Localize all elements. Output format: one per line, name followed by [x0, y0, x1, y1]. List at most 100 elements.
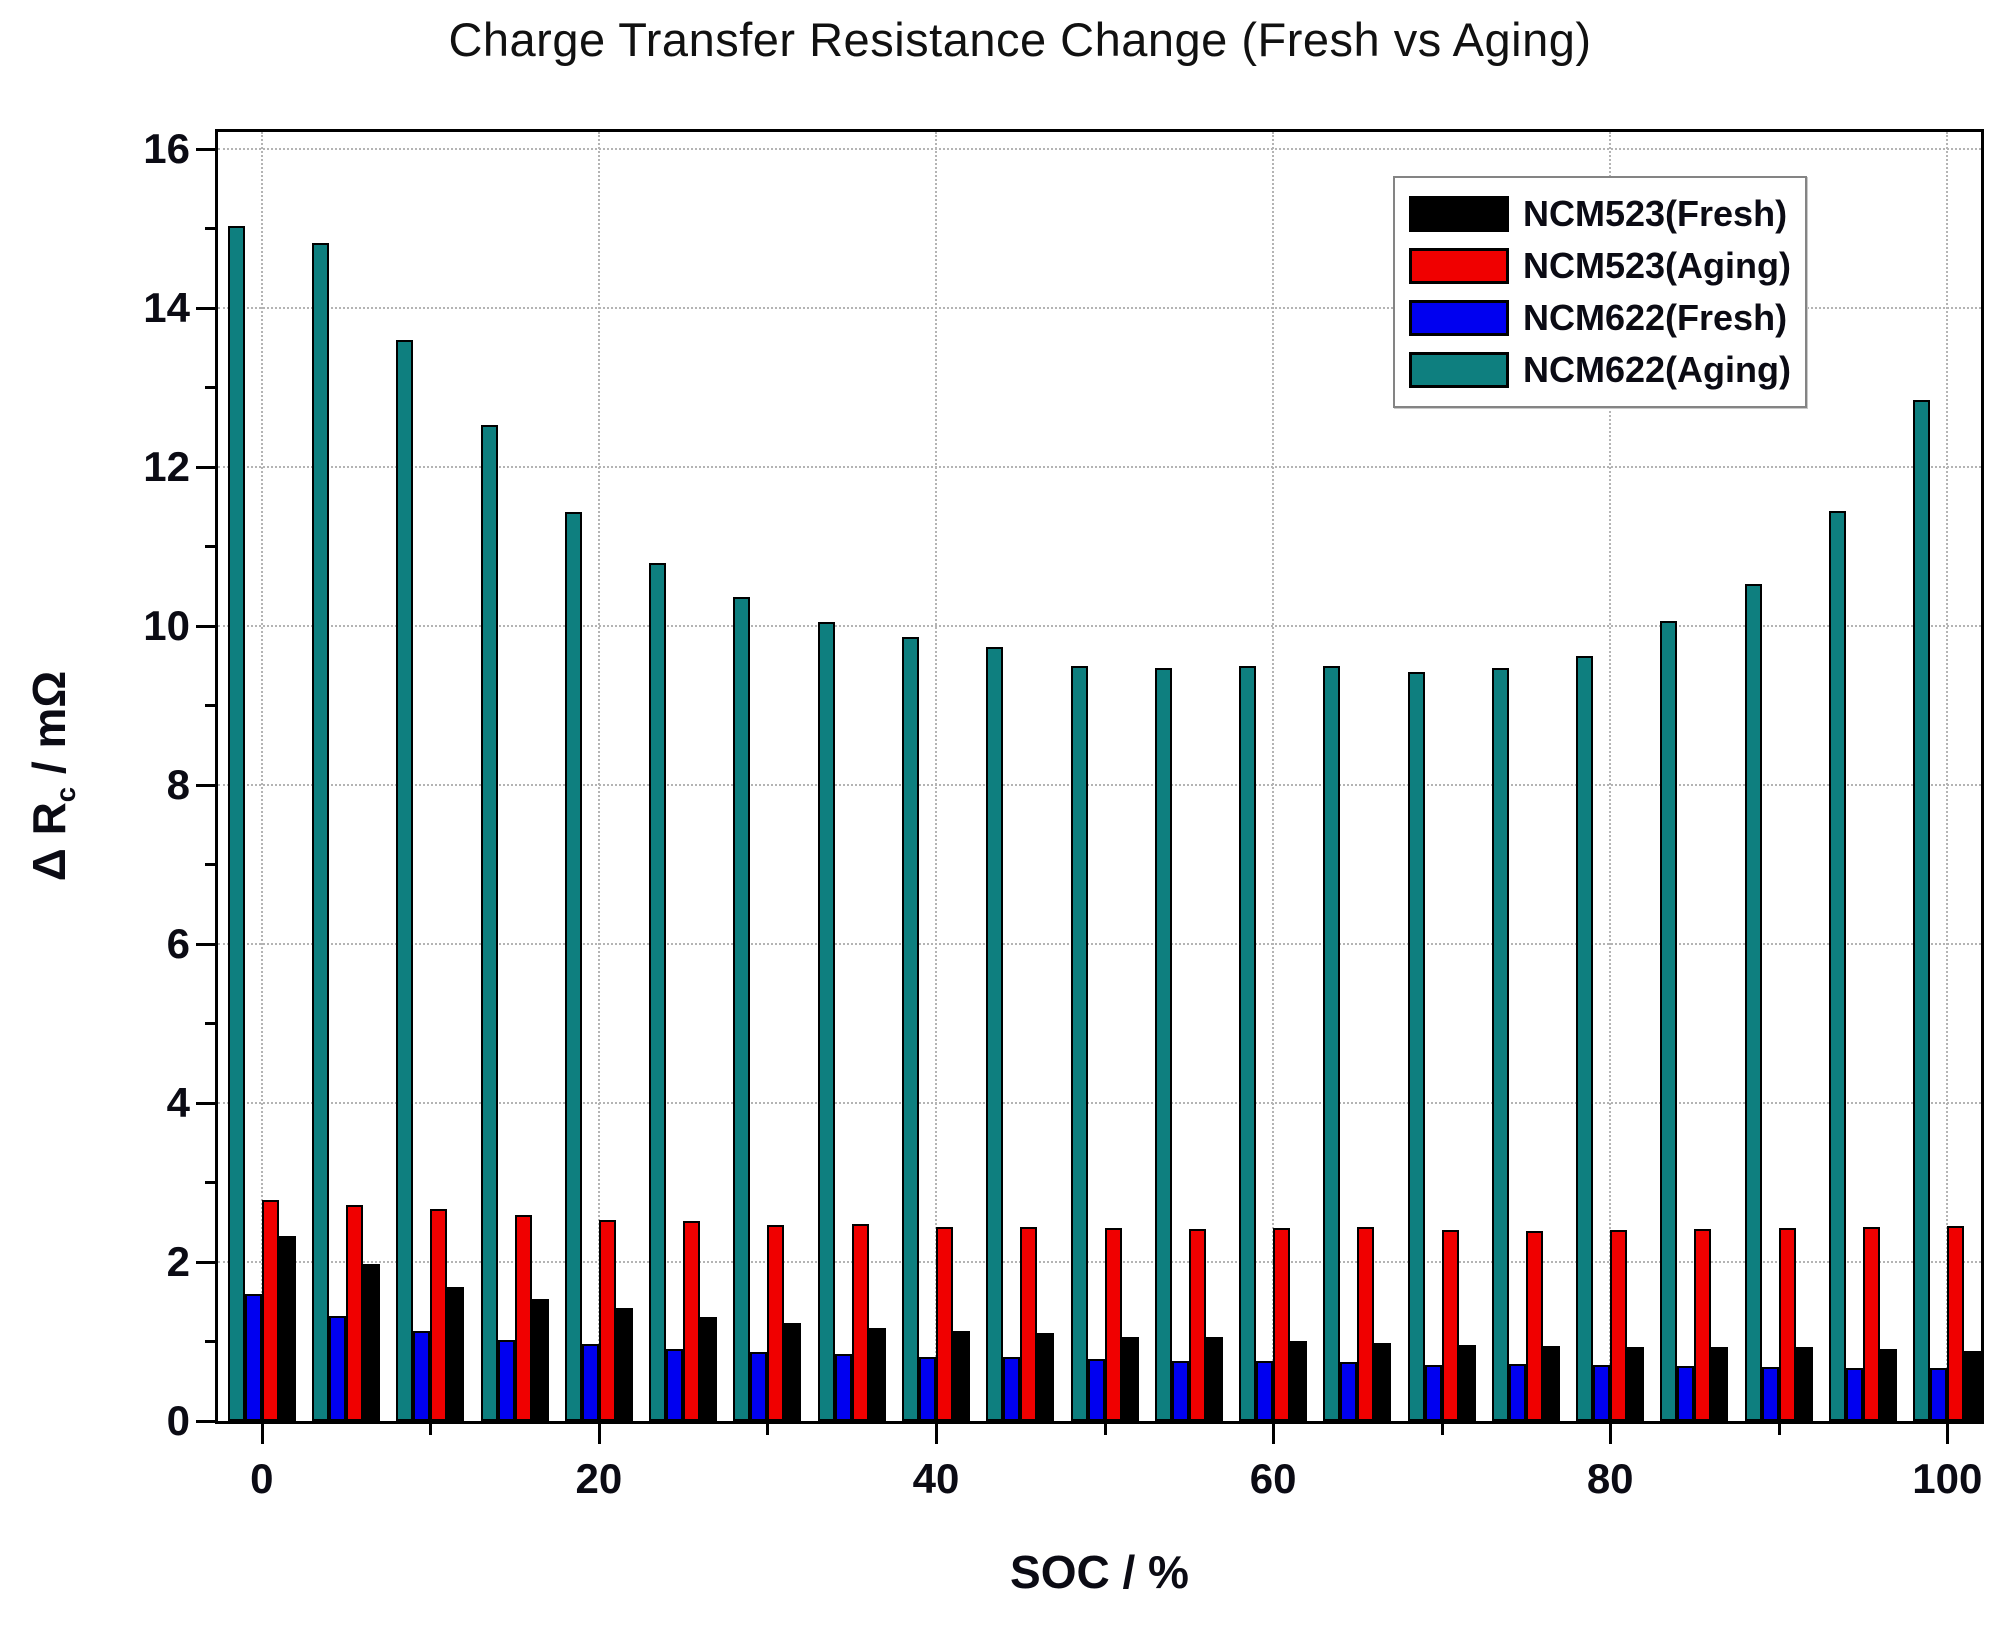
bar-ncm622-fresh [1087, 1358, 1105, 1421]
y-tick-label: 0 [166, 1397, 190, 1444]
h-gridline [218, 942, 1981, 945]
bar-ncm523-fresh [1880, 1349, 1898, 1421]
bar-ncm523-aging [851, 1223, 869, 1421]
bar-ncm523-aging [1104, 1227, 1122, 1421]
bar-ncm622-fresh [1508, 1363, 1526, 1421]
y-minor-tick [205, 1340, 215, 1344]
x-minor-tick [1440, 1424, 1444, 1435]
bar-ncm622-fresh [834, 1354, 852, 1421]
v-gridline [1609, 132, 1612, 1421]
bar-ncm523-aging [430, 1208, 448, 1421]
y-minor-tick [205, 863, 215, 867]
y-minor-tick [205, 704, 215, 708]
y-major-tick [196, 1420, 215, 1423]
x-minor-tick [1103, 1424, 1107, 1435]
h-gridline [218, 306, 1981, 309]
y-minor-tick [205, 1181, 215, 1185]
x-major-tick [1272, 1424, 1276, 1444]
y-minor-tick [205, 227, 215, 231]
y-axis-title-subscript: c [49, 786, 81, 803]
bar-ncm523-fresh [868, 1327, 886, 1421]
h-gridline [218, 147, 1981, 150]
bar-ncm523-aging [1188, 1228, 1206, 1421]
y-major-tick [196, 306, 215, 310]
h-gridline [218, 1101, 1981, 1104]
x-major-tick [260, 1424, 264, 1444]
bar-ncm622-aging [480, 424, 498, 1421]
bar-ncm622-aging [1154, 667, 1172, 1421]
y-major-tick [196, 465, 215, 469]
bar-ncm523-fresh [1964, 1351, 1981, 1421]
bar-ncm523-aging [514, 1215, 532, 1421]
bar-ncm523-fresh [784, 1323, 802, 1421]
legend-item-ncm622-aging: NCM622(Aging) [1409, 344, 1791, 396]
legend-label-ncm523-aging: NCM523(Aging) [1523, 245, 1791, 286]
y-major-tick [196, 1101, 215, 1105]
bar-ncm523-fresh [953, 1331, 970, 1421]
y-tick-label: 16 [143, 124, 190, 172]
bar-ncm622-aging [733, 597, 751, 1421]
v-gridline [1272, 132, 1275, 1421]
h-gridline [218, 465, 1981, 468]
x-tick-label: 0 [250, 1455, 274, 1502]
x-tick-label: 40 [912, 1455, 960, 1502]
v-gridline [597, 132, 600, 1421]
bar-ncm523-fresh [1290, 1340, 1308, 1421]
bar-ncm622-aging [312, 243, 330, 1421]
y-major-tick [196, 147, 215, 151]
bar-ncm523-aging [261, 1199, 279, 1421]
bar-ncm523-aging [1947, 1226, 1965, 1421]
bar-ncm523-aging [346, 1204, 364, 1421]
bar-ncm622-aging [1913, 399, 1931, 1421]
bar-ncm523-aging [1863, 1226, 1881, 1421]
x-major-tick [597, 1424, 601, 1444]
h-gridline [218, 624, 1981, 627]
y-minor-tick [205, 545, 215, 549]
y-tick-label: 6 [166, 919, 190, 967]
bar-ncm622-aging [564, 512, 582, 1421]
y-tick-label: 4 [166, 1078, 190, 1126]
bar-ncm622-aging [649, 562, 667, 1421]
bar-ncm622-fresh [1003, 1357, 1021, 1421]
bar-ncm622-fresh [329, 1316, 347, 1421]
bar-ncm523-aging [598, 1219, 616, 1421]
v-gridline [1946, 132, 1949, 1421]
bar-ncm523-aging [1020, 1226, 1038, 1421]
bar-ncm622-fresh [413, 1331, 431, 1421]
legend-swatch-ncm523-aging [1409, 248, 1509, 284]
y-axis-title-suffix: / mΩ [23, 670, 76, 787]
y-tick-label: 8 [166, 760, 190, 808]
x-minor-tick [766, 1424, 770, 1435]
legend-swatch-ncm622-aging [1409, 352, 1509, 388]
bar-ncm523-aging [683, 1220, 701, 1421]
bar-ncm523-fresh [447, 1286, 465, 1421]
bar-ncm622-fresh [1340, 1362, 1358, 1421]
bar-ncm523-aging [936, 1226, 953, 1421]
bar-ncm622-fresh [919, 1357, 936, 1421]
x-minor-tick [429, 1424, 433, 1435]
bar-ncm622-fresh [1846, 1367, 1864, 1421]
y-tick-label: 10 [143, 601, 190, 649]
y-axis-title-prefix: Δ R [23, 802, 76, 882]
bar-ncm622-aging [817, 621, 835, 1421]
y-major-tick [196, 1260, 215, 1264]
bar-ncm523-fresh [1037, 1332, 1055, 1421]
bar-ncm523-fresh [363, 1263, 381, 1421]
bar-ncm622-aging [1660, 621, 1678, 1421]
y-axis-title-text: Δ Rc / mΩ [22, 671, 82, 882]
bar-ncm622-aging [1070, 665, 1088, 1421]
bar-ncm523-fresh [278, 1235, 296, 1421]
bar-ncm622-aging [1829, 510, 1847, 1421]
bar-ncm622-fresh [1930, 1367, 1948, 1421]
legend-label-ncm622-aging: NCM622(Aging) [1523, 349, 1791, 390]
y-major-tick [196, 942, 215, 946]
x-major-tick [1609, 1424, 1613, 1444]
bar-ncm523-fresh [1711, 1347, 1729, 1421]
legend-item-ncm523-aging: NCM523(Aging) [1409, 240, 1791, 292]
bar-ncm622-fresh [1424, 1364, 1442, 1421]
legend-label-ncm523-fresh: NCM523(Fresh) [1523, 193, 1788, 234]
y-tick-label: 14 [143, 283, 190, 331]
bar-ncm523-aging [1273, 1227, 1291, 1421]
bar-ncm523-fresh [1627, 1347, 1645, 1421]
